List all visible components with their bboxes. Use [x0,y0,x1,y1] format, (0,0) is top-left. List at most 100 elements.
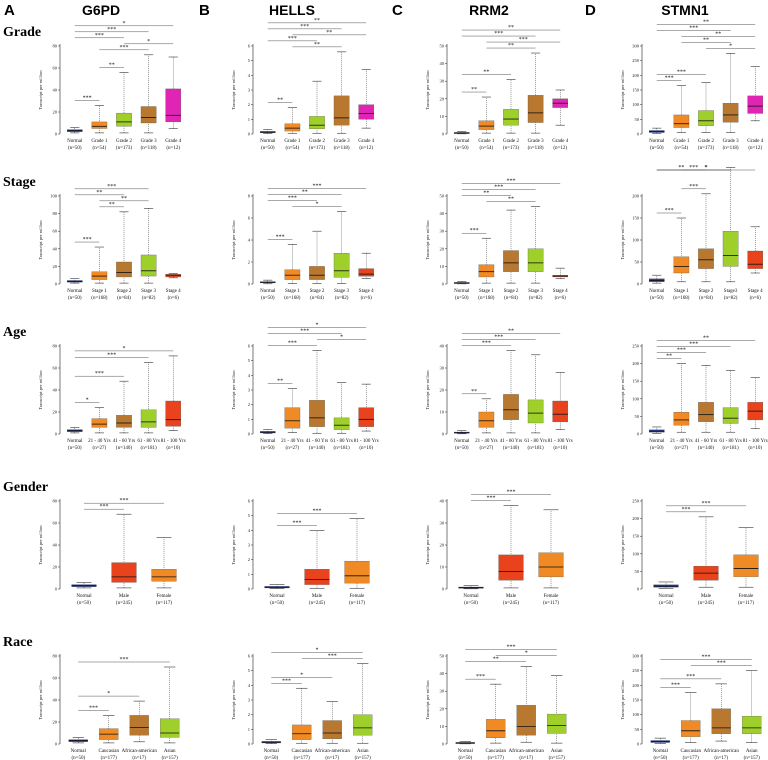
count-label: (n=6) [168,296,179,301]
y-tick-label: 0 [55,282,58,287]
significance-label: ** [302,189,308,195]
count-label: (n=6) [555,296,566,301]
y-tick-label: 20 [53,264,58,269]
count-label: (n=181) [528,446,544,451]
y-tick-label: 4 [248,73,251,78]
significance-label: *** [120,498,129,504]
boxplot-rrm2-gender: 0 10 20 30 40 Transcript per million Normal (n=… [425,489,564,606]
significance-label: *** [671,683,680,689]
count-label: (n=17) [132,756,146,760]
significance-label: ** [109,202,115,208]
box-iqr [304,569,330,585]
box-stage3 [722,167,739,283]
box-african-american [322,701,342,744]
count-label: (n=177) [294,756,310,760]
box-iqr [681,720,701,737]
box-iqr [722,407,739,424]
y-tick-label: 50 [440,654,445,659]
category-label: Grade 1 [91,139,107,144]
box-iqr [498,554,524,581]
box-normal [264,584,290,590]
category-label: Male [701,594,712,599]
category-label: 81 - 100 Yrs [161,439,186,444]
box-stage-4 [165,273,182,279]
significance-label: ** [493,657,499,663]
count-label: (n=50) [68,146,82,151]
box-grade-4 [358,69,375,129]
y-tick-label: 4 [248,373,251,378]
y-tick-label: 80 [53,44,58,49]
y-axis-label: Transcript per million [620,370,625,410]
significance-label: *** [288,340,297,346]
significance-label: *** [689,184,698,190]
y-tick-label: 40 [440,671,445,676]
y-tick-label: 0 [248,432,251,437]
category-label: Stage 1 [92,289,107,294]
box-grade-3 [333,51,350,134]
y-tick-label: 20 [440,706,445,711]
y-tick-label: 200 [632,73,640,78]
boxplot-g6pd-grade: 0 20 40 60 80 Transcript per million Normal (n=… [38,21,182,151]
box-grade-2 [116,72,132,134]
significance-label: *** [120,45,129,51]
count-label: (n=181) [334,446,350,451]
count-label: (n=157) [549,756,565,760]
box-iqr [165,400,182,427]
box-female [733,527,759,588]
boxplot-rrm2-race: 0 10 20 30 40 50 Transcript per million Normal (… [425,645,567,760]
y-tick-label: 50 [635,414,640,419]
box-iqr [284,407,301,429]
category-label: 61 - 80 Yrs [137,439,160,444]
significance-label: *** [665,76,674,82]
y-tick-label: 40 [53,698,58,703]
boxplot-hells-gender: 0 1 2 3 4 5 6 Transcript per million Normal (n=50… [231,499,370,606]
box-normal [458,585,484,590]
panel-letter-A: A [4,2,15,19]
significance-label: * [316,647,319,653]
significance-label: *** [107,353,116,359]
box-grade-1 [673,85,690,133]
significance-label: ** [314,42,320,48]
count-label: (n=82) [335,296,349,301]
y-tick-label: 20 [53,110,58,115]
gene-title-g6pd: G6PD [82,2,120,18]
significance-label: *** [328,653,337,659]
box-iqr [503,109,519,126]
significance-label: *** [300,328,309,334]
significance-label: *** [288,36,297,42]
significance-label: ** [96,190,102,196]
count-label: (n=245) [698,601,714,606]
count-label: (n=50) [650,146,664,151]
significance-label: ** [471,87,477,93]
y-tick-label: 5 [248,358,251,363]
box-iqr [309,266,325,280]
y-tick-label: 6 [248,344,251,349]
box-grade-3 [722,53,739,133]
box-iqr [165,274,182,278]
y-tick-label: 0 [442,132,445,137]
y-tick-label: 20 [53,410,58,415]
count-label: (n=118) [141,146,157,151]
significance-label: *** [494,31,503,37]
category-label: 81 - 100 Yrs [548,439,573,444]
y-tick-label: 20 [440,246,445,251]
count-label: (n=12) [748,146,762,151]
box-iqr [478,264,495,278]
count-label: (n=168) [91,296,107,301]
box-stage-1 [91,246,108,284]
count-label: (n=173) [503,146,519,151]
category-label: Normal [67,289,83,294]
y-tick-label: 0 [637,742,640,747]
count-label: (n=54) [675,146,689,151]
significance-label: * [123,21,126,27]
y-tick-label: 1 [248,117,250,122]
box-african-american [516,666,536,743]
y-tick-label: 20 [440,388,445,393]
count-label: (n=118) [723,146,739,151]
category-label: Normal [463,594,479,599]
category-label: Grade 2 [698,139,714,144]
significance-label: *** [288,195,297,201]
y-tick-label: 40 [440,61,445,66]
category-label: Grade 1 [478,139,494,144]
box-81-100-yrs [747,377,764,430]
